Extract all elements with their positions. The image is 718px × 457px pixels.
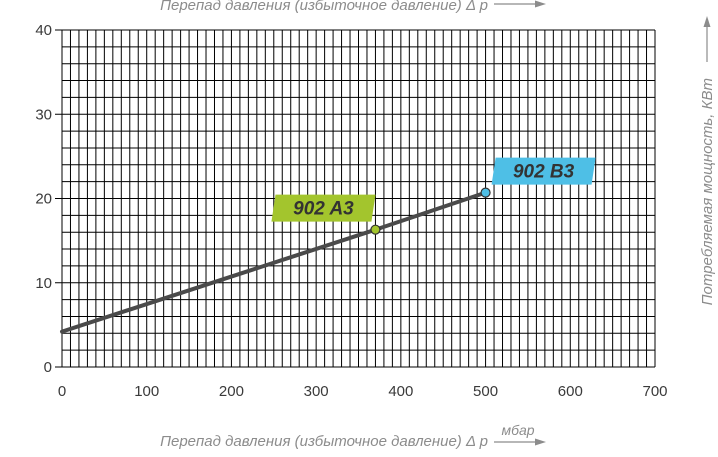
y-tick-label: 0	[44, 359, 52, 376]
x-axis-unit: мбар	[501, 422, 534, 438]
x-axis-label: Перепад давления (избыточное давление) Δ…	[160, 433, 488, 450]
series-tag-background	[271, 194, 376, 222]
x-tick-label: 600	[558, 383, 583, 400]
x-tick-label: 0	[58, 383, 66, 400]
y-axis-arrow	[703, 16, 711, 62]
top-axis-caption: Перепад давления (избыточное давление) Δ…	[160, 0, 488, 14]
y-tick-label: 10	[35, 275, 52, 292]
x-axis-arrow	[494, 438, 546, 446]
x-axis-ticks: 0 100 200 300 400 500 600 700	[58, 383, 668, 400]
y-tick-label: 30	[35, 106, 52, 123]
series-label-902-b3: 902 B3	[491, 157, 596, 185]
series-name: 902 B3	[513, 162, 575, 183]
series-label-902-a3: 902 A3	[271, 194, 376, 222]
x-tick-label: 500	[473, 383, 498, 400]
x-tick-label: 700	[642, 383, 667, 400]
y-tick-label: 20	[35, 191, 52, 208]
x-tick-label: 200	[219, 383, 244, 400]
series-name: 902 A3	[293, 199, 354, 220]
series-tag-background	[491, 157, 596, 185]
y-axis-label: Потребляемая мощность, КВт	[699, 78, 716, 305]
x-tick-label: 300	[304, 383, 329, 400]
series-point-902-b3	[480, 187, 491, 198]
x-tick-label: 100	[134, 383, 159, 400]
series-point-902-a3	[370, 224, 381, 235]
x-tick-label: 400	[388, 383, 413, 400]
top-axis-arrow	[494, 0, 546, 8]
grid	[61, 29, 656, 368]
y-tick-label: 40	[35, 22, 52, 39]
y-axis-ticks: 0 10 20 30 40	[35, 22, 62, 376]
